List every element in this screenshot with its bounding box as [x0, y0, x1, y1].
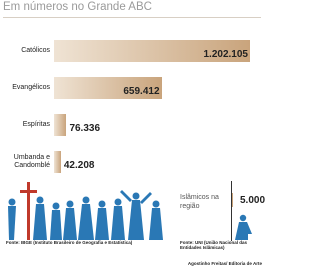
credit: Agostinho Freitas/ Editoria de Arte	[188, 261, 262, 266]
value-label: 659.412	[123, 86, 159, 97]
value-label: 76.336	[69, 123, 100, 134]
value-label: 5.000	[240, 195, 265, 206]
value-label: 42.208	[64, 160, 95, 171]
value-label: 1.202.105	[204, 49, 249, 60]
title-rule	[3, 17, 261, 18]
source-note: Fonte: UNI (União Nacional das Entidades…	[180, 240, 260, 250]
chart-title: Em números no Grande ABC	[3, 1, 152, 13]
infographic: Em números no Grande ABC Fonte: IBGE (In…	[0, 0, 266, 273]
divider-line	[231, 181, 232, 241]
category-label: Islâmicos na região	[180, 193, 226, 211]
category-label: Umbanda e Candomblé	[2, 151, 50, 173]
praying-figure	[234, 214, 256, 240]
bar	[54, 151, 61, 173]
source-note: Fonte: IBGE (Instituto Brasileiro de Geo…	[6, 240, 132, 245]
category-label: Evangélicos	[2, 77, 50, 99]
category-label: Católicos	[2, 40, 50, 62]
bar	[54, 114, 66, 136]
category-label: Espíritas	[2, 114, 50, 136]
bar	[232, 193, 233, 207]
silhouettes	[0, 176, 175, 242]
